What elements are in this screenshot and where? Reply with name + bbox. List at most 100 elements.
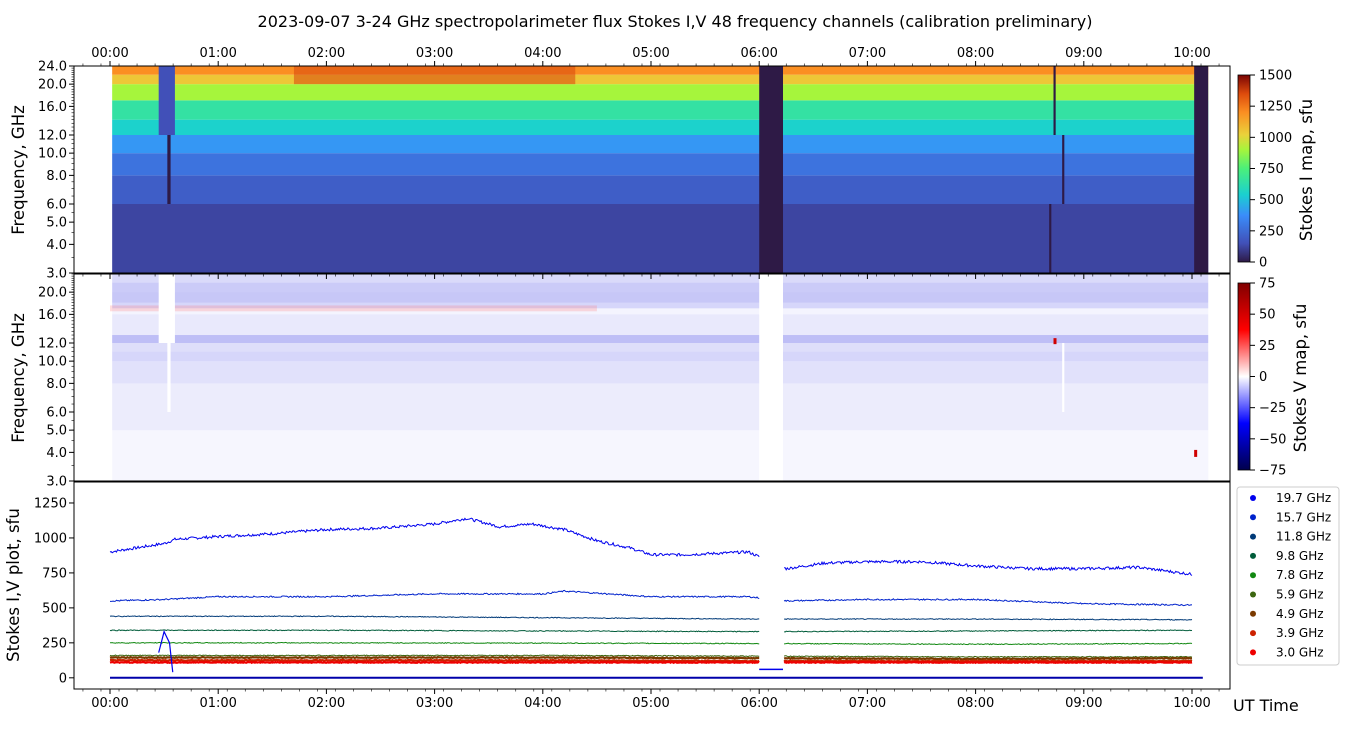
time-axis-bottom: 00:00 01:00 02:00 03:00 04:00 05:00 06:00 07:00… <box>82 689 1220 711</box>
stokes-v-colorbar <box>1237 282 1251 471</box>
stokes-v-spike-1 <box>1194 449 1198 457</box>
stokes-v-cbtick-label-4: 25 <box>1259 339 1276 354</box>
stokes-i-colorbar-label: Stokes I map, sfu <box>1297 99 1316 241</box>
stokes-v-panel: 3.0 4.0 5.0 6.0 8.0 10.0 12.0 16.0 20.0 Frequenc… <box>9 273 1310 490</box>
stokes-i-ytick-label-8: 20.0 <box>38 78 67 93</box>
stokes-v-colorbar-ticks: −75 −50 −25 0 25 50 75 <box>1250 277 1286 479</box>
stokes-v-heatmap <box>110 274 1209 481</box>
legend-marker-8 <box>1250 649 1256 656</box>
stokes-i-y-axis: 3.0 4.0 5.0 6.0 8.0 10.0 12.0 16.0 20.0 24.0 <box>38 60 74 282</box>
stokes-v-ytick-label-5: 10.0 <box>38 355 67 370</box>
stokes-i-ytick-label-1: 4.0 <box>46 238 67 253</box>
stokes-i-ytick-label-9: 24.0 <box>38 60 67 75</box>
bottom-xtick-label-6: 06:00 <box>740 696 777 711</box>
legend-marker-7 <box>1250 630 1256 637</box>
series-line-4 <box>109 641 1193 646</box>
stokes-v-band-8 <box>112 302 1209 309</box>
bottom-xtick-label-3: 03:00 <box>416 696 453 711</box>
top-xtick-label-4: 04:00 <box>524 46 561 61</box>
stokes-i-band-6 <box>112 84 1209 101</box>
stokes-v-spike-0 <box>1053 338 1057 345</box>
stokes-i-ytick-label-6: 12.0 <box>38 129 67 144</box>
stokes-i-colorbar-ticks: 0 250 500 750 1000 1250 1500 <box>1250 69 1292 271</box>
stokes-v-band-1 <box>112 383 1209 431</box>
bottom-xtick-label-10: 10:00 <box>1173 696 1210 711</box>
stokes-v-band-9 <box>112 292 1209 303</box>
bottom-xtick-label-0: 00:00 <box>91 696 128 711</box>
stokes-v-band-7 <box>112 308 1209 315</box>
stokes-v-band-2 <box>112 361 1209 384</box>
time-axis-top: 00:00 01:00 02:00 03:00 04:00 05:00 06:00 07:00… <box>82 46 1220 66</box>
stokes-iv-lines <box>109 517 1203 679</box>
stokes-v-ytick-label-0: 3.0 <box>46 475 67 490</box>
legend-marker-2 <box>1250 533 1256 540</box>
legend-label-8: 3.0 GHz <box>1276 645 1324 659</box>
legend-marker-6 <box>1250 610 1256 617</box>
series-line-2 <box>109 615 1193 621</box>
stokes-iv-y-axis: 0 250 500 750 1000 1250 <box>34 496 74 686</box>
top-xtick-label-2: 02:00 <box>308 46 345 61</box>
stokes-v-glitch-2 <box>1062 343 1065 412</box>
bottom-xtick-label-1: 01:00 <box>199 696 236 711</box>
stokes-iv-ytick-label-2: 500 <box>42 601 67 616</box>
stokes-i-ytick-label-2: 5.0 <box>46 216 67 231</box>
stokes-iv-frame <box>73 481 1231 690</box>
stokes-i-cbtick-label-0: 0 <box>1259 256 1267 271</box>
series-line-0 <box>109 517 1193 576</box>
top-xtick-label-9: 09:00 <box>1065 46 1102 61</box>
stokes-v-band-6 <box>112 314 1209 336</box>
stokes-i-cbtick-label-4: 1000 <box>1259 131 1292 146</box>
legend-label-3: 9.8 GHz <box>1276 549 1324 563</box>
bottom-xtick-label-5: 05:00 <box>632 696 669 711</box>
stokes-i-panel: 3.0 4.0 5.0 6.0 8.0 10.0 12.0 16.0 20.0 24.0 00:0… <box>9 46 1316 282</box>
stokes-iv-ytick-label-3: 750 <box>42 566 67 581</box>
stokes-v-band-0 <box>112 430 1209 481</box>
stokes-i-ytick-label-5: 10.0 <box>38 147 67 162</box>
series-line-3 <box>109 629 1193 633</box>
stokes-v-band-5 <box>112 335 1209 343</box>
stokes-i-ylabel: Frequency, GHz <box>9 105 28 235</box>
stokes-i-burst-region <box>293 66 576 85</box>
legend-box <box>1236 486 1340 666</box>
stokes-i-band-1 <box>112 175 1209 204</box>
top-xtick-label-1: 01:00 <box>199 46 236 61</box>
stokes-v-glitch-0 <box>158 274 175 343</box>
stokes-v-x-ticks <box>82 274 1220 279</box>
stokes-i-ytick-label-3: 6.0 <box>46 198 67 213</box>
legend-marker-3 <box>1250 552 1256 559</box>
top-xtick-label-0: 00:00 <box>91 46 128 61</box>
stokes-i-band-5 <box>112 100 1209 120</box>
stokes-v-cbtick-label-6: 75 <box>1259 277 1276 292</box>
series-line-6 <box>109 655 1193 661</box>
top-xtick-label-6: 06:00 <box>740 46 777 61</box>
bottom-xtick-label-4: 04:00 <box>524 696 561 711</box>
stokes-v-ylabel: Frequency, GHz <box>9 313 28 443</box>
legend-label-0: 19.7 GHz <box>1276 491 1331 505</box>
legend-label-1: 15.7 GHz <box>1276 510 1331 524</box>
stokes-v-ytick-label-4: 8.0 <box>46 377 67 392</box>
series-spike <box>158 629 174 673</box>
stokes-v-cbtick-label-2: −25 <box>1259 401 1286 416</box>
chart-title: 2023-09-07 3-24 GHz spectropolarimeter f… <box>258 12 1093 31</box>
stokes-v-ytick-label-2: 5.0 <box>46 424 67 439</box>
stokes-i-heatmap <box>112 66 1209 273</box>
stokes-i-cbtick-label-1: 250 <box>1259 224 1284 239</box>
stokes-v-gap-0 <box>759 274 784 481</box>
top-xtick-label-8: 08:00 <box>957 46 994 61</box>
stokes-i-colorbar <box>1237 74 1251 263</box>
stokes-v-band-4 <box>112 343 1209 352</box>
stokes-v-cbtick-label-1: −50 <box>1259 432 1286 447</box>
stokes-v-ytick-label-6: 12.0 <box>38 337 67 352</box>
stokes-i-gap-0 <box>759 66 784 273</box>
stokes-v-band-11 <box>112 274 1209 283</box>
legend-label-4: 7.8 GHz <box>1276 568 1324 582</box>
top-xtick-label-10: 10:00 <box>1173 46 1210 61</box>
stokes-v-ytick-label-1: 4.0 <box>46 446 67 461</box>
bottom-xtick-label-7: 07:00 <box>849 696 886 711</box>
top-xtick-label-5: 05:00 <box>632 46 669 61</box>
legend-marker-4 <box>1250 572 1256 579</box>
stokes-iv-ytick-label-4: 1000 <box>34 531 67 546</box>
x-axis-label: UT Time <box>1233 696 1299 715</box>
legend-marker-5 <box>1250 591 1256 598</box>
